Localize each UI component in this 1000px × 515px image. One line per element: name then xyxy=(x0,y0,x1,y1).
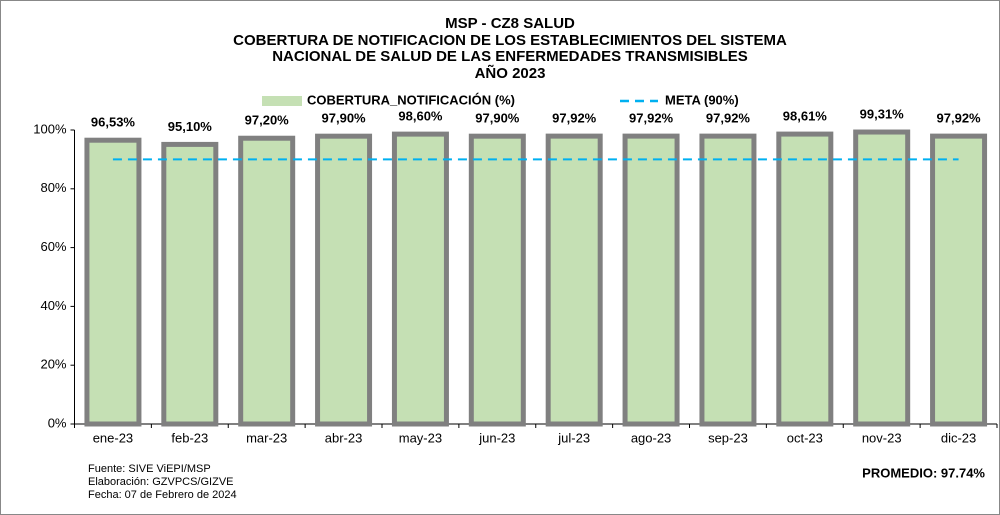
bar xyxy=(161,141,219,427)
chart-title: MSP - CZ8 SALUD xyxy=(445,15,575,32)
data-label: 97,92% xyxy=(552,111,597,126)
data-label: 96,53% xyxy=(91,115,136,130)
y-tick-label: 0% xyxy=(48,415,67,430)
data-label: 97,90% xyxy=(475,111,520,126)
x-tick-label: jun-23 xyxy=(478,430,515,445)
y-tick-label: 20% xyxy=(40,357,66,372)
x-tick-label: abr-23 xyxy=(325,430,363,445)
data-label: 97,20% xyxy=(245,113,290,128)
chart-title: AÑO 2023 xyxy=(475,64,546,82)
bar xyxy=(315,133,373,427)
note: Fuente: SIVE ViEPI/MSP xyxy=(88,463,211,475)
data-label: 99,31% xyxy=(860,106,905,121)
y-tick-label: 60% xyxy=(40,239,66,254)
legend-swatch xyxy=(262,96,302,106)
x-tick-label: jul-23 xyxy=(557,430,590,445)
bar xyxy=(391,131,449,427)
data-label: 97,92% xyxy=(937,111,982,126)
data-label: 95,10% xyxy=(168,119,213,134)
legend-label: META (90%) xyxy=(665,92,739,107)
bar xyxy=(468,133,526,427)
bar xyxy=(238,135,296,427)
chart-title: COBERTURA DE NOTIFICACION DE LOS ESTABLE… xyxy=(233,32,787,49)
bar xyxy=(84,137,142,427)
x-tick-label: nov-23 xyxy=(862,430,902,445)
data-label: 97,90% xyxy=(322,111,367,126)
x-tick-label: dic-23 xyxy=(941,430,976,445)
note: Fecha: 07 de Febrero de 2024 xyxy=(88,489,237,501)
bar xyxy=(545,133,603,427)
data-label: 98,61% xyxy=(783,109,828,124)
y-tick-label: 100% xyxy=(33,121,67,136)
bar xyxy=(699,133,757,427)
bar xyxy=(622,133,680,427)
x-tick-label: feb-23 xyxy=(171,430,208,445)
data-label: 98,60% xyxy=(398,109,443,124)
data-label: 97,92% xyxy=(706,111,751,126)
note: Elaboración: GZVPCS/GIZVE xyxy=(88,476,234,488)
x-tick-label: sep-23 xyxy=(708,430,748,445)
y-tick-label: 80% xyxy=(40,180,66,195)
x-tick-label: ene-23 xyxy=(93,430,133,445)
bar xyxy=(930,133,988,427)
bar xyxy=(776,131,834,427)
chart-title: NACIONAL DE SALUD DE LAS ENFERMEDADES TR… xyxy=(272,48,748,65)
bar xyxy=(853,129,911,427)
x-tick-label: ago-23 xyxy=(631,430,671,445)
x-tick-label: may-23 xyxy=(399,430,442,445)
average: PROMEDIO: 97.74% xyxy=(862,465,985,480)
x-tick-label: oct-23 xyxy=(787,430,823,445)
legend-label: COBERTURA_NOTIFICACIÓN (%) xyxy=(307,92,515,107)
y-tick-label: 40% xyxy=(40,298,66,313)
data-label: 97,92% xyxy=(629,111,674,126)
x-tick-label: mar-23 xyxy=(246,430,287,445)
